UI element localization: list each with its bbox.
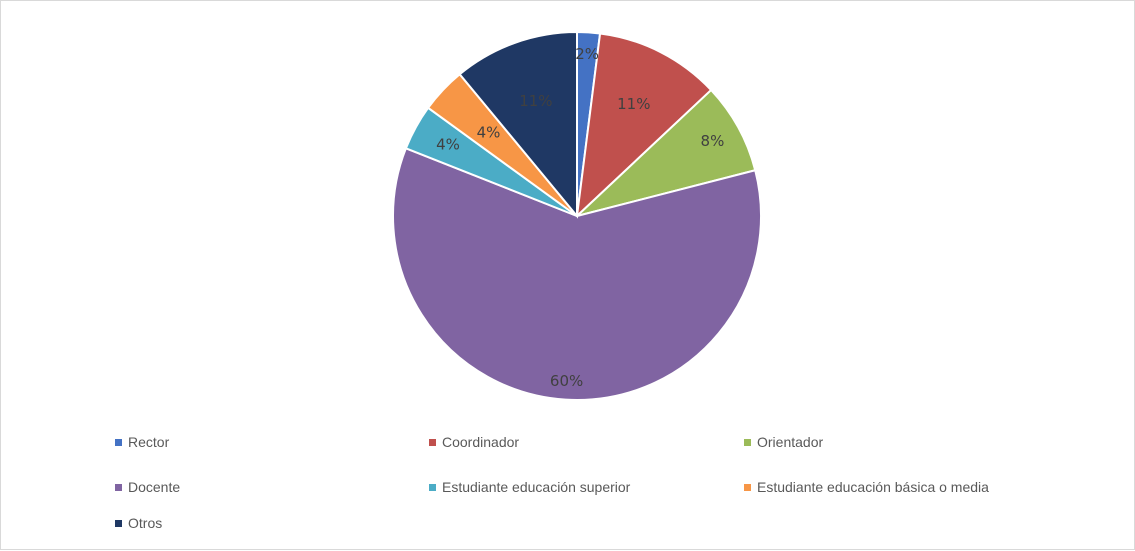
data-label-estudiante-educacion-basica-o-media: 4%: [477, 123, 501, 141]
legend-item-docente: Docente: [115, 479, 180, 495]
legend-swatch-estudiante-superior: [429, 484, 436, 491]
legend-label-orientador: Orientador: [757, 434, 823, 450]
legend-label-rector: Rector: [128, 434, 169, 450]
data-label-coordinador: 11%: [617, 95, 650, 113]
pie-slices: [393, 32, 761, 400]
legend-swatch-rector: [115, 439, 122, 446]
legend-item-rector: Rector: [115, 434, 169, 450]
legend-item-estudiante-basica: Estudiante educación básica o media: [744, 479, 989, 495]
legend-swatch-coordinador: [429, 439, 436, 446]
legend-item-otros: Otros: [115, 515, 162, 531]
legend-swatch-docente: [115, 484, 122, 491]
legend-label-estudiante-basica: Estudiante educación básica o media: [757, 479, 989, 495]
legend-item-coordinador: Coordinador: [429, 434, 519, 450]
legend-label-otros: Otros: [128, 515, 162, 531]
legend-swatch-orientador: [744, 439, 751, 446]
legend-item-orientador: Orientador: [744, 434, 823, 450]
legend-label-docente: Docente: [128, 479, 180, 495]
legend-label-estudiante-superior: Estudiante educación superior: [442, 479, 630, 495]
data-label-orientador: 8%: [701, 132, 725, 150]
data-label-estudiante-educacion-superior: 4%: [436, 136, 460, 154]
legend-label-coordinador: Coordinador: [442, 434, 519, 450]
legend-swatch-estudiante-basica: [744, 484, 751, 491]
data-label-otros: 11%: [519, 92, 552, 110]
legend-item-estudiante-superior: Estudiante educación superior: [429, 479, 630, 495]
legend-swatch-otros: [115, 520, 122, 527]
data-label-docente: 60%: [550, 372, 583, 390]
data-label-rector: 2%: [575, 45, 599, 63]
